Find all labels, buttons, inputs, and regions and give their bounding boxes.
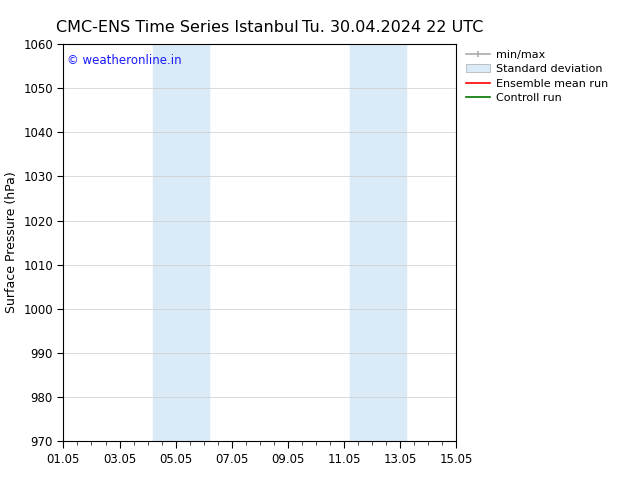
Text: Tu. 30.04.2024 22 UTC: Tu. 30.04.2024 22 UTC	[302, 20, 484, 35]
Text: CMC-ENS Time Series Istanbul: CMC-ENS Time Series Istanbul	[56, 20, 299, 35]
Bar	[153, 44, 209, 441]
Y-axis label: Surface Pressure (hPa): Surface Pressure (hPa)	[4, 172, 18, 314]
Legend: min/max, Standard deviation, Ensemble mean run, Controll run: min/max, Standard deviation, Ensemble me…	[466, 49, 608, 103]
Bar	[350, 44, 406, 441]
Text: © weatheronline.in: © weatheronline.in	[67, 54, 182, 67]
